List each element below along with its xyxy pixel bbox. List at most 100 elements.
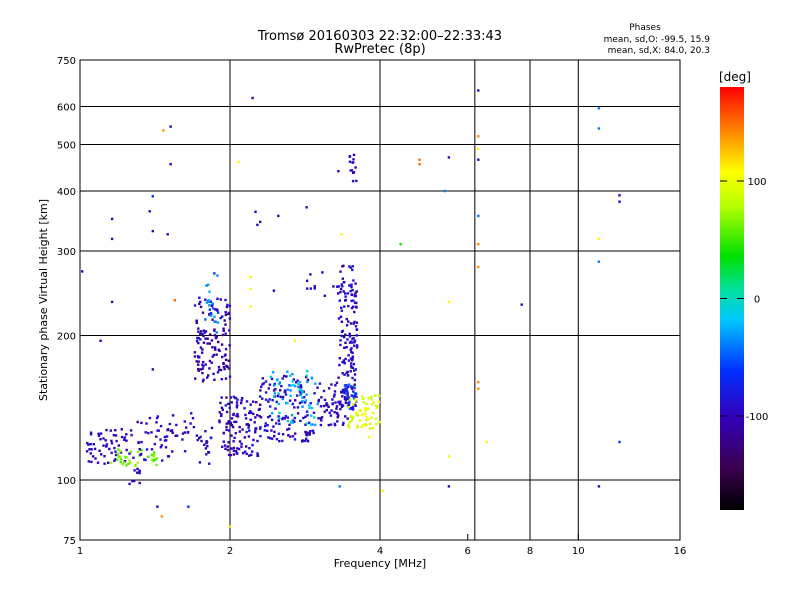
data-point xyxy=(196,438,199,442)
data-point xyxy=(305,206,308,209)
data-point xyxy=(99,432,103,435)
data-point xyxy=(199,300,202,304)
data-point xyxy=(375,417,378,420)
data-point xyxy=(226,445,229,448)
data-point xyxy=(348,421,351,424)
data-point xyxy=(293,406,296,409)
data-point xyxy=(89,433,93,436)
data-point xyxy=(214,336,218,340)
data-point xyxy=(240,445,243,448)
data-point xyxy=(214,320,217,323)
data-point xyxy=(399,243,402,246)
data-point xyxy=(351,405,355,409)
data-point xyxy=(520,303,523,306)
data-point xyxy=(345,317,348,321)
data-point xyxy=(113,446,116,450)
data-point xyxy=(308,404,311,407)
data-point xyxy=(313,285,316,288)
data-point xyxy=(196,336,199,340)
data-point xyxy=(187,505,190,508)
x-tick-label: 10 xyxy=(572,546,585,557)
data-point xyxy=(355,179,358,183)
data-point xyxy=(340,283,343,286)
data-point xyxy=(339,339,342,342)
data-point xyxy=(163,439,167,442)
data-point xyxy=(310,376,314,379)
data-point xyxy=(125,464,128,467)
data-point xyxy=(352,279,355,282)
data-point xyxy=(211,318,214,321)
data-point xyxy=(303,439,307,443)
data-point xyxy=(349,348,352,352)
data-point xyxy=(291,380,294,383)
data-point xyxy=(309,429,312,433)
data-point xyxy=(266,429,269,432)
data-point xyxy=(119,458,123,461)
data-point xyxy=(300,385,303,389)
data-point xyxy=(112,434,116,437)
data-point xyxy=(129,450,132,454)
data-point xyxy=(245,423,248,426)
data-point xyxy=(235,406,239,409)
data-point xyxy=(352,153,356,157)
data-point xyxy=(87,460,90,463)
data-point xyxy=(259,389,262,392)
data-point xyxy=(256,454,259,458)
data-point xyxy=(189,422,192,425)
data-point xyxy=(269,375,273,378)
data-point xyxy=(173,299,176,302)
data-point xyxy=(208,304,211,307)
data-point xyxy=(226,303,229,307)
data-point xyxy=(208,359,212,363)
data-point xyxy=(351,355,354,358)
data-point xyxy=(347,359,351,362)
data-point xyxy=(183,420,186,423)
data-point xyxy=(329,414,333,417)
data-point xyxy=(218,411,221,414)
data-point xyxy=(361,397,365,400)
data-point xyxy=(597,237,601,241)
data-point xyxy=(220,413,223,416)
data-point xyxy=(213,315,216,318)
data-point xyxy=(207,374,210,377)
data-point xyxy=(443,189,447,193)
data-point xyxy=(301,405,304,408)
data-point xyxy=(260,385,263,389)
data-point xyxy=(145,422,148,425)
data-point xyxy=(98,449,101,452)
data-point xyxy=(342,359,345,362)
data-point xyxy=(165,435,169,438)
data-point xyxy=(227,359,230,362)
data-point xyxy=(340,405,344,408)
data-point xyxy=(259,403,262,406)
data-point xyxy=(351,395,355,398)
data-point xyxy=(299,384,302,387)
data-point xyxy=(90,448,93,451)
data-point xyxy=(253,421,256,424)
data-point xyxy=(325,402,328,405)
data-point xyxy=(337,317,341,320)
data-point xyxy=(197,330,200,333)
data-point xyxy=(259,426,262,429)
data-point xyxy=(147,455,150,458)
data-point xyxy=(302,390,305,393)
data-point xyxy=(372,411,375,415)
data-point xyxy=(252,412,255,416)
data-point xyxy=(298,401,302,405)
data-point xyxy=(354,291,357,295)
data-point xyxy=(230,417,234,420)
data-point xyxy=(155,416,159,420)
data-point xyxy=(329,423,333,426)
data-point xyxy=(341,372,344,375)
data-point xyxy=(210,426,214,430)
data-point xyxy=(224,298,227,302)
data-point xyxy=(286,419,289,423)
data-point xyxy=(221,408,224,411)
data-point xyxy=(236,412,239,416)
data-point xyxy=(341,277,344,280)
data-point xyxy=(375,404,378,407)
data-point xyxy=(215,331,218,334)
data-point xyxy=(268,383,272,386)
data-point xyxy=(148,210,151,213)
